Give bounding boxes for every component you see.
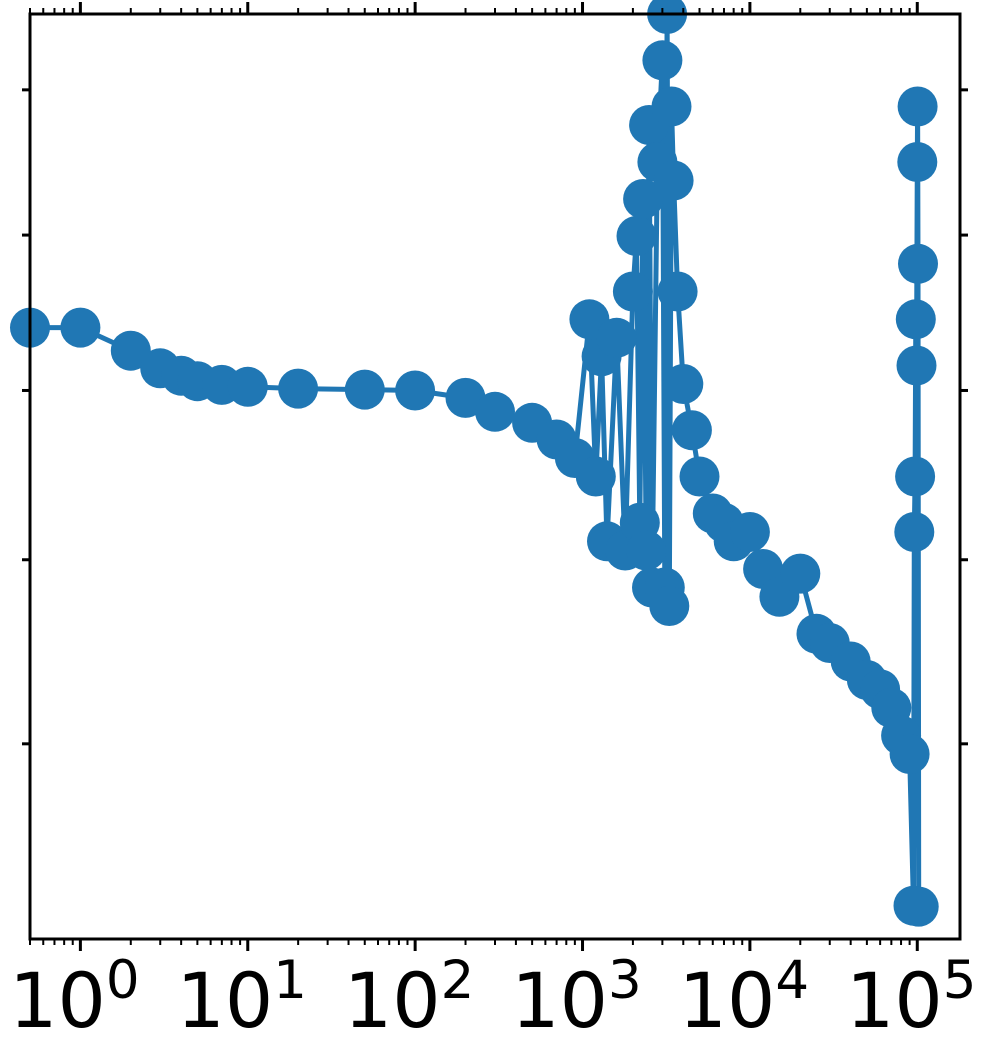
data-point <box>671 410 712 451</box>
data-point <box>780 553 821 594</box>
data-point <box>647 0 688 34</box>
x-tick-label: 103 <box>511 950 641 1045</box>
data-point <box>679 456 720 497</box>
plot-frame <box>28 12 962 941</box>
data-point <box>657 271 698 312</box>
data-point <box>612 271 653 312</box>
data-point <box>898 886 939 927</box>
data-point <box>649 586 690 626</box>
x-tick-label: 101 <box>177 950 307 1045</box>
data-point <box>227 366 268 407</box>
data-point <box>651 86 692 127</box>
data-point <box>616 216 657 256</box>
data-point <box>894 512 935 552</box>
data-point <box>897 86 938 127</box>
x-tick-label: 102 <box>344 950 474 1045</box>
tick-label-layer: 100 101 102 103 104 105 <box>9 950 976 1045</box>
series-layer <box>10 0 939 927</box>
data-point <box>475 391 515 432</box>
data-point <box>395 370 436 411</box>
data-point <box>60 307 101 348</box>
data-point <box>895 299 936 340</box>
x-tick-label: 105 <box>846 950 976 1045</box>
data-point <box>575 456 616 497</box>
data-point <box>897 142 938 182</box>
x-tick-label: 104 <box>679 950 809 1045</box>
data-point <box>626 530 667 571</box>
data-point <box>898 243 938 284</box>
data-point <box>642 40 683 81</box>
x-tick-label: 100 <box>9 950 139 1045</box>
data-point <box>278 368 319 409</box>
data-point <box>663 364 704 404</box>
data-point <box>896 345 937 386</box>
data-point <box>895 456 936 497</box>
plot-background <box>30 14 960 939</box>
data-point <box>653 160 694 201</box>
data-point <box>889 734 930 774</box>
data-point <box>729 512 770 552</box>
data-point <box>623 179 664 219</box>
data-point <box>344 369 385 410</box>
data-point <box>110 330 151 371</box>
data-point <box>596 317 637 358</box>
